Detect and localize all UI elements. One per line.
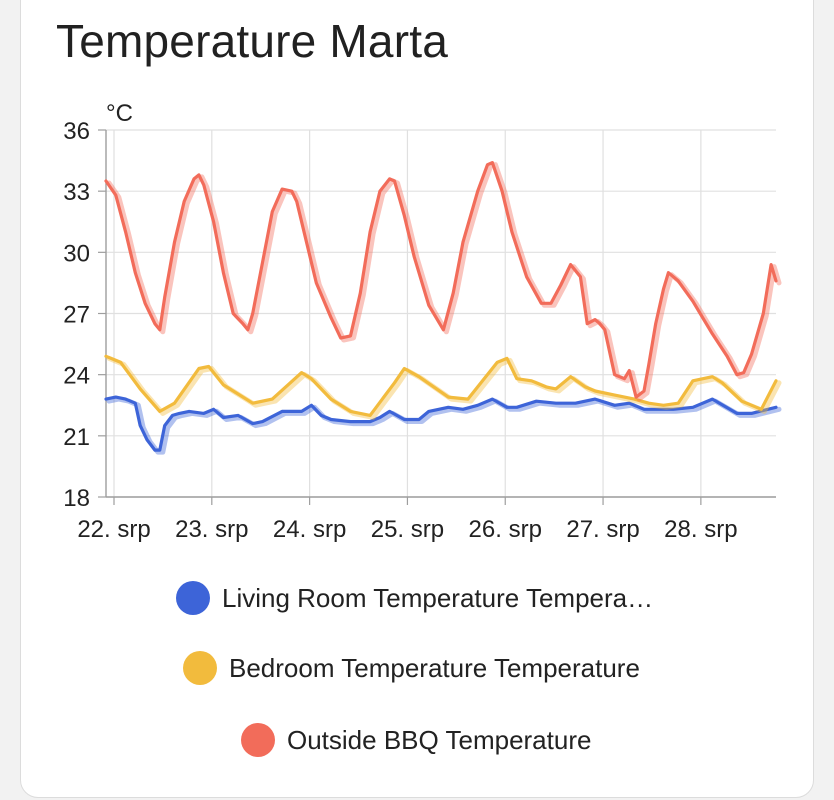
x-tick-label: 24. srp: [273, 516, 346, 543]
series-line-0: [104, 395, 778, 452]
series-line-1: [104, 354, 778, 417]
series-line-shadow: [106, 162, 782, 402]
legend-item[interactable]: Bedroom Temperature Temperature: [183, 648, 640, 688]
legend-label: Outside BBQ Temperature: [287, 724, 592, 755]
x-tick-label: 27. srp: [566, 516, 639, 543]
legend-item[interactable]: Outside BBQ Temperature: [241, 720, 591, 760]
legend-label: Bedroom Temperature Temperature: [229, 652, 640, 683]
y-tick-label: 21: [63, 424, 90, 451]
x-tick-label: 28. srp: [664, 516, 737, 543]
x-tick-label: 23. srp: [175, 516, 248, 543]
legend-item[interactable]: Living Room Temperature Tempera…: [176, 578, 653, 618]
series-line-2: [104, 161, 778, 399]
y-tick-label: 18: [63, 485, 90, 512]
x-tick-label: 26. srp: [469, 516, 542, 543]
y-axis-unit: °C: [106, 100, 133, 127]
series-line-shadow: [106, 396, 782, 455]
x-tick-label: 22. srp: [77, 516, 150, 543]
legend-color-dot: [183, 651, 217, 685]
y-tick-label: 27: [63, 302, 90, 329]
y-tick-label: 24: [63, 363, 90, 390]
y-tick-label: 36: [63, 118, 90, 145]
legend-label: Living Room Temperature Tempera…: [222, 582, 654, 613]
y-tick-label: 30: [63, 240, 90, 267]
legend-color-dot: [176, 581, 210, 615]
y-tick-label: 33: [63, 179, 90, 206]
legend-color-dot: [241, 723, 275, 757]
x-tick-label: 25. srp: [371, 516, 444, 543]
card-title: Temperature Marta: [56, 15, 448, 67]
